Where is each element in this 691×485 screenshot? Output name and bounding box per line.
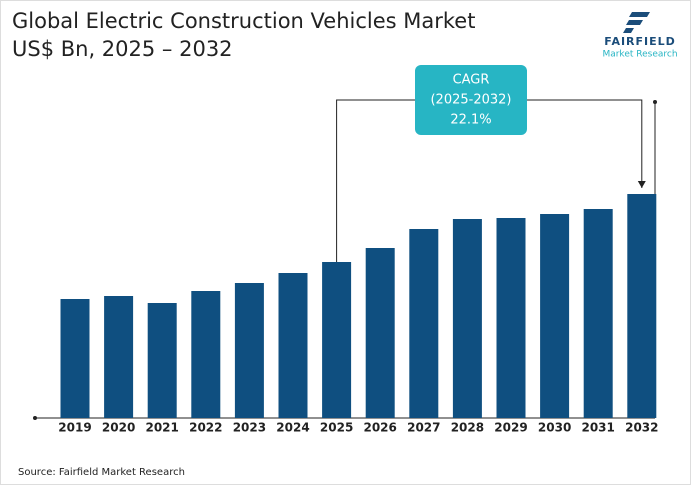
- bar: [191, 291, 221, 418]
- bar: [322, 262, 352, 418]
- logo-icon: [623, 12, 650, 33]
- cagr-text: 22.1%: [450, 113, 491, 128]
- x-tick-label: 2027: [407, 421, 440, 435]
- cagr-text: CAGR: [453, 73, 490, 88]
- bar: [452, 219, 482, 418]
- arrow-head: [637, 181, 646, 188]
- bar: [409, 229, 439, 418]
- logo: FAIRFIELD Market Research: [602, 12, 678, 60]
- source: Source: Fairfield Market Research: [18, 467, 185, 478]
- bar: [540, 214, 570, 418]
- bar: [60, 299, 90, 418]
- bar: [104, 296, 134, 418]
- x-tick-label: 2029: [494, 421, 527, 435]
- bar: [365, 248, 395, 418]
- logo-tagline: Market Research: [602, 50, 677, 60]
- x-tick-label: 2024: [276, 421, 309, 435]
- x-tick-label: 2030: [538, 421, 571, 435]
- x-tick-label: 2026: [363, 421, 396, 435]
- x-tick-label: 2031: [581, 421, 614, 435]
- bar: [147, 303, 177, 418]
- axis-dot: [33, 416, 37, 420]
- chart-subtitle: US$ Bn, 2025 – 2032: [12, 37, 233, 61]
- x-tick-label: 2021: [145, 421, 178, 435]
- logo-name: FAIRFIELD: [604, 35, 676, 48]
- bar: [234, 283, 264, 418]
- cagr-text: (2025-2032): [430, 93, 511, 108]
- x-tick-label: 2025: [320, 421, 353, 435]
- x-tick-label: 2022: [189, 421, 222, 435]
- x-tick-label: 2032: [625, 421, 658, 435]
- chart-title: Global Electric Construction Vehicles Ma…: [12, 9, 475, 33]
- connector: [336, 99, 415, 262]
- bar: [496, 218, 526, 418]
- x-tick-label: 2020: [102, 421, 135, 435]
- x-tick-label: 2023: [233, 421, 266, 435]
- cagr-box: [415, 65, 527, 135]
- x-tick-label: 2019: [58, 421, 91, 435]
- bar: [583, 209, 613, 418]
- x-tick-label: 2028: [451, 421, 484, 435]
- bar: [278, 273, 308, 418]
- bar: [627, 194, 657, 418]
- axis-dot: [653, 100, 657, 104]
- connector: [527, 99, 643, 188]
